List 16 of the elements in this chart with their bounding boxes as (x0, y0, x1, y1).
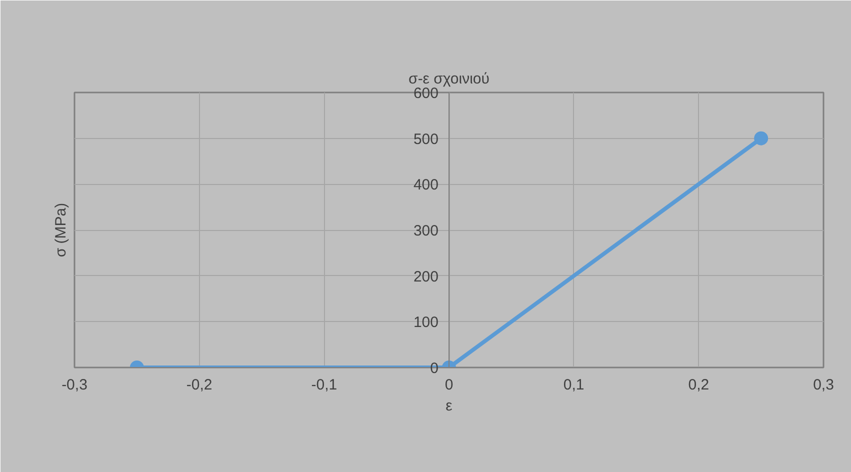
x-tick-label: -0,2 (186, 376, 212, 394)
x-tick-label: 0,2 (688, 376, 710, 394)
x-tick-label: 0,3 (813, 376, 834, 394)
y-tick-label: 500 (413, 130, 439, 148)
y-tick-label: 200 (413, 268, 439, 286)
y-axis-title: σ (MPa) (52, 202, 70, 258)
y-tick-label: 600 (413, 85, 439, 102)
x-tick-label: -0,3 (62, 376, 88, 394)
x-tick-label: -0,1 (311, 376, 338, 394)
y-tick-label: 300 (413, 222, 439, 240)
y-tick-label: 100 (413, 314, 439, 332)
x-axis-title: ε (446, 398, 453, 414)
chart-title: σ-ε σχοινιού (408, 70, 490, 88)
y-tick-label: 400 (413, 176, 439, 194)
x-tick-label: 0,1 (563, 376, 584, 394)
x-tick-label: 0 (444, 376, 454, 394)
